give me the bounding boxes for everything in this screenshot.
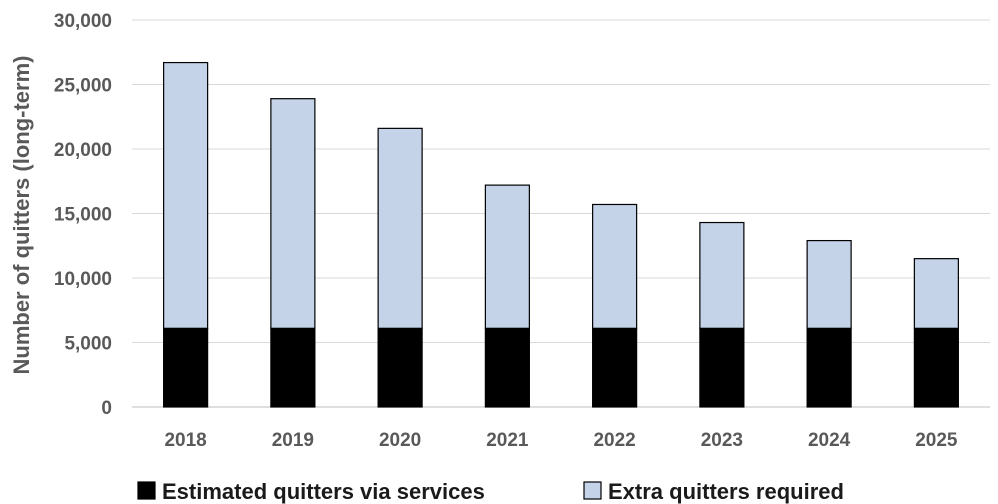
bar-segment-extra-2019 [270,98,316,329]
y-tick-label: 0 [101,398,112,419]
y-tick-label: 15,000 [54,205,112,226]
legend-label: Estimated quitters via services [162,479,485,504]
x-tick-label: 2024 [808,430,851,451]
bar-segment-services-2021 [484,327,530,408]
y-tick-label: 30,000 [54,11,112,32]
y-tick-label: 20,000 [54,140,112,161]
y-axis-title: Number of quitters (long-term) [9,56,34,375]
bar-segment-services-2018 [163,327,209,408]
legend-label: Extra quitters required [608,479,844,504]
x-tick-label: 2020 [379,430,421,451]
bar-segment-services-2022 [592,327,638,408]
x-tick-label: 2023 [701,430,743,451]
x-tick-labels: 2018 2019 2020 2021 2022 2023 2024 2025 [164,430,957,451]
bar-segment-extra-2020 [377,127,423,329]
bar-segment-extra-2018 [163,61,209,329]
bar-segment-extra-2023 [699,221,745,329]
bars [163,61,959,408]
legend-swatch [583,481,602,500]
bar-segment-extra-2024 [806,239,852,329]
bar-segment-services-2024 [806,327,852,408]
gridlines [132,19,990,408]
x-tick-label: 2019 [272,430,314,451]
bar-segment-services-2023 [699,327,745,408]
x-tick-label: 2021 [486,430,529,451]
x-tick-label: 2025 [915,430,958,451]
y-tick-label: 10,000 [54,269,112,290]
legend: Estimated quitters via services Extra qui… [137,479,844,504]
bar-segment-extra-2025 [913,258,959,329]
bar-segment-services-2019 [270,327,316,408]
bar-segment-services-2025 [913,327,959,408]
bar-segment-services-2020 [377,327,423,408]
y-tick-label: 5,000 [64,334,112,355]
bar-segment-extra-2022 [592,203,638,329]
legend-swatch [137,481,156,500]
bar-segment-extra-2021 [484,184,530,329]
y-tick-labels: 0 5,000 10,000 15,000 20,000 25,000 30,000 [54,11,112,419]
x-tick-label: 2018 [164,430,206,451]
x-tick-label: 2022 [593,430,635,451]
y-tick-label: 25,000 [54,76,112,97]
